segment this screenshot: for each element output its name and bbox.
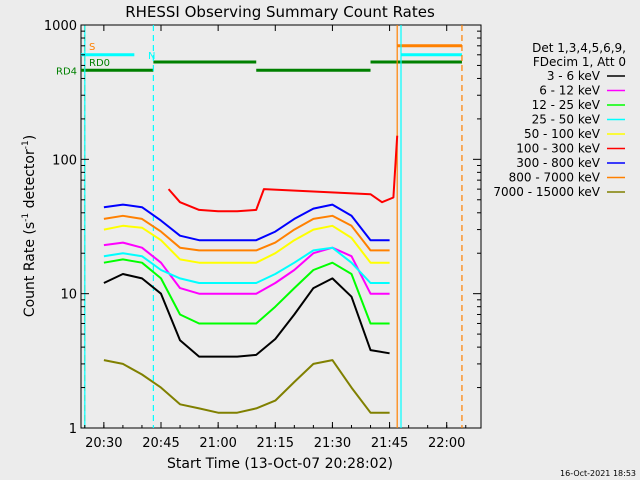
legend-label: 6 - 12 keV: [539, 84, 601, 98]
series-line-8: [103, 359, 390, 414]
plot-area: S N RD0 RD4: [56, 24, 482, 429]
flag-bars: S N RD0 RD4: [56, 42, 462, 77]
series-line-4: [103, 224, 390, 264]
legend-label: 7000 - 15000 keV: [493, 185, 600, 199]
x-axis-label: Start Time (13-Oct-07 20:28:02): [167, 456, 393, 472]
series-line-2: [103, 258, 390, 325]
y-tick-label: 1: [69, 422, 77, 437]
y-axis-label: Count Rate (s-1 detector-1): [21, 135, 38, 317]
flag-label: S: [89, 42, 95, 53]
x-axis: 20:30 20:45 21:00 21:15 21:30 21:45 22:00: [84, 25, 467, 451]
legend-header: Det 1,3,4,5,6,9,: [532, 41, 626, 55]
vertical-markers: [84, 25, 463, 428]
legend-label: 100 - 300 keV: [516, 142, 600, 156]
legend-header: FDecim 1, Att 0: [533, 55, 626, 69]
series-line-6: [103, 203, 390, 242]
plot-frame: [80, 24, 482, 429]
footer-timestamp: 16-Oct-2021 18:53: [560, 469, 636, 478]
legend: Det 1,3,4,5,6,9,FDecim 1, Att 03 - 6 keV…: [493, 41, 626, 199]
legend-label: 50 - 100 keV: [524, 127, 601, 141]
y-tick-label: 10: [60, 288, 77, 303]
x-tick-label: 21:30: [314, 436, 351, 451]
x-tick-label: 21:15: [257, 436, 294, 451]
legend-label: 12 - 25 keV: [532, 98, 601, 112]
x-tick-label: 20:30: [85, 436, 122, 451]
legend-label: 3 - 6 keV: [547, 69, 601, 83]
series-line-1: [103, 241, 390, 295]
x-tick-label: 21:45: [371, 436, 408, 451]
y-axis: 1 10 100 1000: [44, 19, 481, 437]
legend-label: 800 - 7000 keV: [509, 171, 601, 185]
x-tick-label: 22:00: [428, 436, 465, 451]
series-line-5: [167, 135, 399, 213]
legend-label: 25 - 50 keV: [532, 113, 601, 127]
x-tick-label: 20:45: [142, 436, 179, 451]
series-line-7: [103, 214, 390, 252]
series-layer: [103, 135, 399, 414]
flag-label: N: [148, 51, 155, 62]
legend-label: 300 - 800 keV: [516, 156, 600, 170]
flag-label: RD0: [89, 58, 110, 69]
chart-title: RHESSI Observing Summary Count Rates: [125, 3, 435, 21]
series-line-3: [103, 246, 390, 284]
x-tick-label: 21:00: [199, 436, 236, 451]
y-tick-label: 1000: [44, 19, 77, 34]
y-tick-label: 100: [52, 153, 77, 168]
series-line-0: [103, 273, 390, 358]
flag-label: RD4: [56, 66, 77, 77]
